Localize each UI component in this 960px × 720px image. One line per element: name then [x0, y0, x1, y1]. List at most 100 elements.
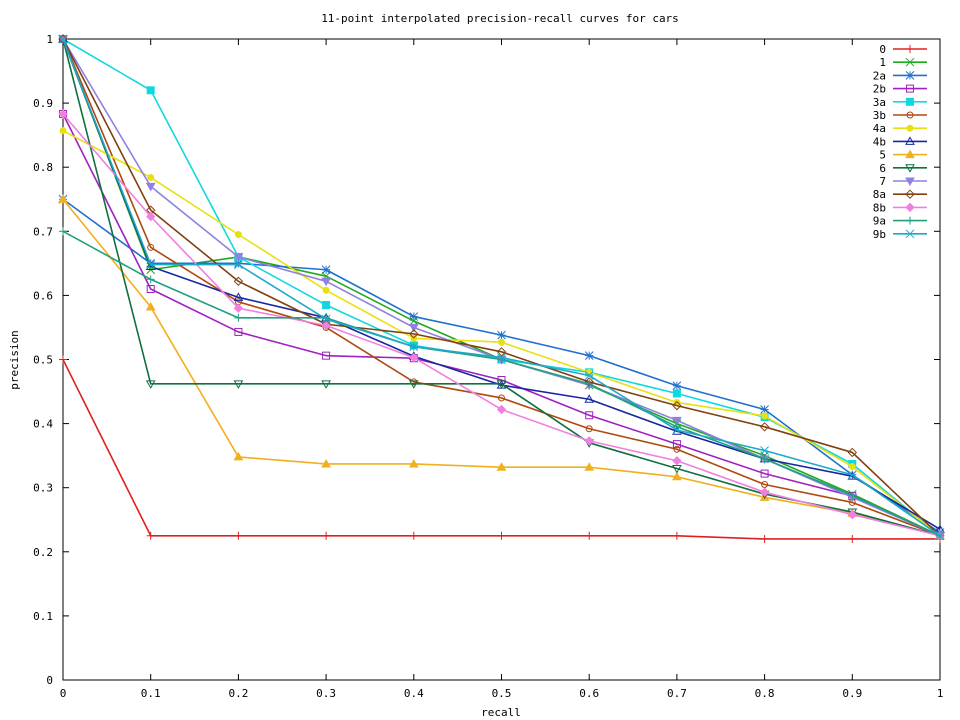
series-line: [62, 359, 940, 540]
y-tick-label: 0.2: [33, 546, 53, 559]
data-point-marker: [585, 379, 594, 388]
data-point-marker: [409, 316, 419, 326]
x-tick-label: 0.2: [228, 687, 248, 700]
y-tick-label: 0.8: [33, 161, 53, 174]
legend-item: 2b: [873, 83, 927, 96]
data-point-marker: [58, 194, 68, 203]
data-point-marker: [585, 531, 594, 540]
legend-item: 1: [879, 56, 927, 69]
data-point-marker: [233, 303, 244, 313]
legend-label: 8b: [873, 201, 886, 214]
data-point-marker: [145, 182, 156, 192]
data-point-marker: [935, 531, 945, 541]
legend-label: 2b: [873, 83, 886, 96]
legend-label: 8a: [873, 188, 886, 201]
legend-label: 6: [879, 162, 886, 175]
data-point-marker: [322, 531, 331, 540]
data-point-marker: [847, 509, 858, 520]
data-point-marker: [322, 351, 331, 360]
data-point-marker: [905, 136, 915, 145]
data-point-marker: [409, 312, 419, 321]
y-axis-title: precision: [8, 330, 21, 390]
y-tick-label: 0.7: [33, 225, 53, 238]
data-point-marker: [496, 380, 507, 389]
data-point-marker: [408, 323, 419, 333]
x-tick-label: 0.8: [755, 687, 775, 700]
data-point-marker: [848, 491, 857, 500]
x-tick-label: 0.9: [842, 687, 862, 700]
data-point-marker: [233, 253, 244, 262]
data-point-marker: [322, 286, 330, 294]
chart-title: 11-point interpolated precision-recall c…: [321, 12, 679, 25]
data-point-marker: [496, 462, 507, 471]
series-line: [62, 113, 941, 537]
data-point-marker: [496, 404, 507, 415]
data-point-marker: [497, 531, 506, 540]
data-point-marker: [147, 243, 155, 251]
data-point-marker: [497, 353, 506, 362]
legend-label: 7: [879, 175, 886, 188]
series-8b: [58, 109, 945, 541]
legend-label: 2a: [873, 69, 886, 82]
legend-item: 8a: [873, 188, 927, 201]
data-point-marker: [905, 71, 915, 80]
legend-label: 4b: [873, 135, 886, 148]
x-tick-label: 0.5: [492, 687, 512, 700]
series-line: [62, 198, 941, 534]
data-point-marker: [146, 275, 155, 284]
x-tick-label: 0.3: [316, 687, 336, 700]
y-tick-label: 0.1: [33, 610, 53, 623]
data-point-marker: [234, 260, 243, 269]
data-point-marker: [672, 400, 682, 411]
data-point-marker: [498, 338, 505, 346]
series-4a: [59, 127, 944, 540]
legend-item: 8b: [873, 201, 927, 214]
data-point-marker: [59, 127, 67, 135]
legend-item: 9b: [873, 228, 927, 241]
series-line: [62, 113, 941, 537]
data-point-marker: [497, 330, 506, 340]
data-point-marker: [146, 260, 156, 269]
legend-label: 9b: [873, 228, 886, 241]
series-group: [58, 33, 945, 543]
series-4b: [58, 33, 945, 533]
legend-item: 0: [879, 43, 927, 56]
x-tick-label: 0: [60, 687, 67, 700]
data-point-marker: [58, 109, 68, 119]
data-point-marker: [145, 301, 156, 311]
data-point-marker: [760, 534, 769, 543]
data-point-marker: [58, 34, 68, 44]
legend-label: 9a: [873, 215, 886, 228]
data-point-marker: [585, 425, 593, 433]
data-point-marker: [58, 34, 68, 44]
data-point-marker: [760, 469, 769, 478]
series-line: [62, 38, 941, 537]
data-point-marker: [584, 371, 594, 380]
data-point-marker: [760, 454, 769, 463]
data-point-marker: [847, 447, 858, 458]
x-tick-label: 0.1: [141, 687, 161, 700]
data-point-marker: [672, 425, 682, 435]
data-point-marker: [233, 451, 244, 461]
data-point-marker: [408, 458, 419, 468]
y-tick-label: 0.5: [33, 354, 53, 367]
data-point-marker: [760, 446, 769, 455]
data-point-marker: [409, 342, 419, 352]
x-tick-label: 0.4: [404, 687, 424, 700]
data-point-marker: [906, 216, 914, 225]
data-point-marker: [145, 211, 156, 222]
legend-item: 3b: [873, 109, 927, 122]
data-point-marker: [321, 320, 331, 331]
data-point-marker: [906, 111, 914, 119]
data-point-marker: [233, 276, 244, 287]
data-point-marker: [759, 487, 770, 497]
legend-item: 5: [879, 149, 927, 162]
data-point-marker: [408, 380, 419, 389]
data-point-marker: [584, 351, 594, 361]
legend-item: 6: [879, 162, 927, 175]
data-point-marker: [321, 458, 331, 468]
data-point-marker: [409, 352, 419, 363]
data-point-marker: [905, 149, 915, 159]
data-point-marker: [234, 313, 243, 322]
data-point-marker: [906, 97, 914, 106]
